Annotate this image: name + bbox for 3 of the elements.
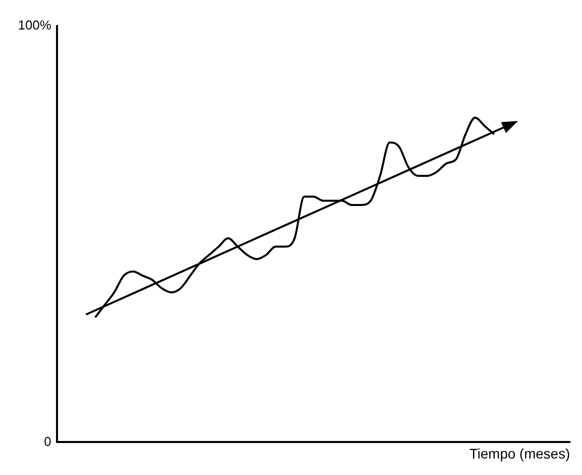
y-tick-label: 100%: [18, 18, 52, 33]
y-tick-label: 0: [44, 434, 52, 449]
x-axis-title: Tiempo (meses): [469, 445, 570, 462]
